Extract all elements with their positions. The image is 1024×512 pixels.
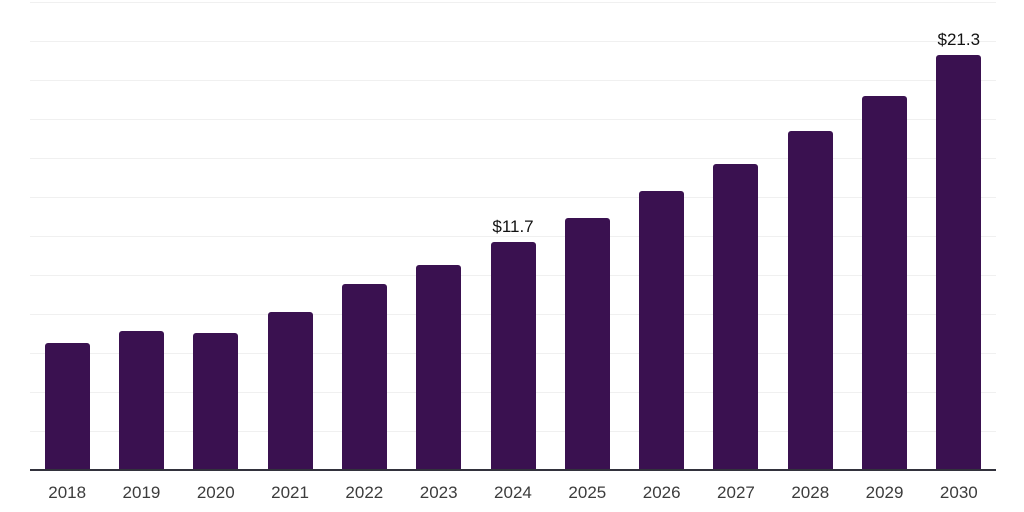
x-tick-label-2027: 2027 xyxy=(717,483,755,502)
x-tick-label-2019: 2019 xyxy=(122,483,161,502)
gridline-y24 xyxy=(30,2,996,3)
data-label-2030: $21.3 xyxy=(937,29,981,49)
x-tick-label-2025: 2025 xyxy=(568,483,607,502)
bar-2020 xyxy=(193,333,239,470)
x-axis-line xyxy=(30,468,996,471)
bar-2026 xyxy=(639,190,685,470)
x-tick-label-2023: 2023 xyxy=(419,483,458,502)
bar-2022 xyxy=(341,284,387,470)
bar-2023 xyxy=(416,265,462,470)
x-tick-label-2020: 2020 xyxy=(196,483,235,502)
bar-2029 xyxy=(862,95,907,470)
bar-2018 xyxy=(44,342,90,470)
gridline-y20 xyxy=(30,79,996,81)
bar-2024 xyxy=(490,241,536,470)
x-tick-label-2022: 2022 xyxy=(345,483,384,502)
x-tick-label-2018: 2018 xyxy=(48,483,87,502)
data-label-2024: $11.7 xyxy=(492,216,534,236)
x-tick-label-2030: 2030 xyxy=(939,483,978,502)
gridline-y22 xyxy=(30,41,996,42)
x-tick-label-2029: 2029 xyxy=(865,483,904,502)
x-tick-label-2026: 2026 xyxy=(642,483,681,502)
gridline-y16 xyxy=(30,157,996,159)
bar-2019 xyxy=(119,331,164,470)
bar-2027 xyxy=(713,163,759,470)
bar-2030 xyxy=(936,54,982,470)
gridline-y14 xyxy=(30,196,996,198)
bar-2021 xyxy=(267,311,313,470)
gridline-y18 xyxy=(30,118,996,120)
gridline-y12 xyxy=(30,235,996,237)
x-tick-label-2021: 2021 xyxy=(271,483,309,502)
x-tick-label-2024: 2024 xyxy=(494,483,532,502)
bar-2028 xyxy=(787,130,833,470)
bar-2025 xyxy=(564,218,610,470)
x-tick-label-2028: 2028 xyxy=(791,483,830,502)
